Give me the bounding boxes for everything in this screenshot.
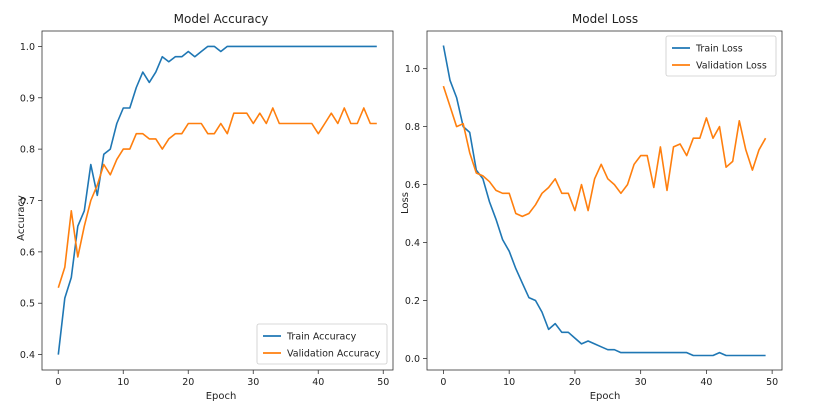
loss-x-tick-label: 50 bbox=[766, 377, 778, 388]
loss-y-tick-label: 0.2 bbox=[405, 296, 420, 307]
accuracy-x-tick-label: 50 bbox=[377, 377, 389, 388]
loss-chart-title: Model Loss bbox=[572, 12, 638, 26]
accuracy-x-tick-label: 0 bbox=[55, 377, 61, 388]
accuracy-y-tick-label: 0.7 bbox=[20, 196, 35, 207]
loss-series-line-validation-loss bbox=[442, 85, 767, 218]
loss-y-axis-label: Loss bbox=[400, 192, 411, 214]
accuracy-chart: Model Accuracy Epoch Accuracy 0 10 20 30 40 5… bbox=[16, 12, 394, 402]
accuracy-legend-label: Validation Accuracy bbox=[287, 349, 381, 360]
accuracy-legend bbox=[256, 323, 388, 365]
accuracy-legend-label: Train Accuracy bbox=[286, 332, 357, 343]
loss-legend bbox=[665, 35, 777, 77]
loss-y-tick-label: 0.8 bbox=[405, 122, 420, 133]
loss-x-tick-label: 10 bbox=[503, 377, 515, 388]
accuracy-x-tick-label: 20 bbox=[182, 377, 194, 388]
accuracy-x-axis-label: Epoch bbox=[206, 391, 237, 402]
loss-x-tick-label: 30 bbox=[635, 377, 647, 388]
accuracy-y-tick-label: 1.0 bbox=[20, 42, 35, 53]
accuracy-x-tick-label: 10 bbox=[117, 377, 129, 388]
loss-x-tick-label: 0 bbox=[440, 377, 446, 388]
accuracy-y-tick-label: 0.4 bbox=[20, 350, 35, 361]
loss-x-tick-label: 40 bbox=[700, 377, 712, 388]
loss-x-axis-label: Epoch bbox=[590, 391, 621, 402]
loss-series-line-train-loss bbox=[442, 45, 766, 357]
accuracy-y-tick-label: 0.8 bbox=[20, 145, 35, 156]
loss-y-tick-label: 0.4 bbox=[405, 238, 420, 249]
loss-chart: Model Loss Epoch Loss 0 10 20 30 40 50 0.0 0.2 0… bbox=[400, 12, 783, 402]
loss-y-tick-label: 1.0 bbox=[405, 64, 420, 75]
loss-legend-label: Train Loss bbox=[695, 44, 743, 55]
accuracy-series-line-validation-accuracy bbox=[57, 107, 377, 289]
loss-legend-label: Validation Loss bbox=[696, 61, 767, 72]
accuracy-chart-title: Model Accuracy bbox=[174, 12, 269, 26]
loss-x-tick-label: 20 bbox=[569, 377, 581, 388]
accuracy-y-axis-label: Accuracy bbox=[16, 195, 27, 241]
accuracy-x-tick-label: 30 bbox=[247, 377, 259, 388]
accuracy-y-tick-label: 0.6 bbox=[20, 247, 35, 258]
accuracy-y-tick-label: 0.5 bbox=[20, 299, 35, 310]
loss-y-tick-label: 0.6 bbox=[405, 180, 420, 191]
accuracy-series-line-train-accuracy bbox=[57, 45, 377, 355]
loss-plot-frame bbox=[426, 30, 783, 371]
accuracy-x-tick-label: 40 bbox=[312, 377, 324, 388]
loss-y-tick-label: 0.0 bbox=[405, 354, 420, 365]
accuracy-y-tick-label: 0.9 bbox=[20, 93, 35, 104]
